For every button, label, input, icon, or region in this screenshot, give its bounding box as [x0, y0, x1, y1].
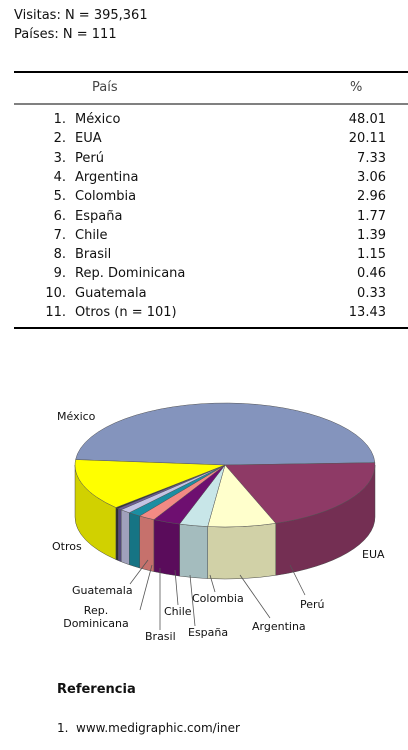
side-shade [207, 523, 276, 579]
side-shade [115, 507, 119, 561]
row-number: 7. [53, 227, 66, 243]
side-shade [129, 512, 140, 568]
slice [74, 459, 226, 508]
column-header: % [350, 80, 363, 95]
row-number: 11. [45, 305, 66, 320]
percent: 1.15 [357, 247, 386, 263]
side-shade [275, 465, 375, 576]
pie-label: Brasil [145, 630, 176, 643]
row-number: 1. [53, 112, 66, 127]
country: México [75, 112, 121, 127]
row-number: 10. [45, 285, 66, 301]
side-shade [118, 508, 122, 562]
slice [75, 402, 376, 466]
percent: 0.33 [357, 285, 386, 301]
column-header: País [92, 80, 118, 95]
side-shade [179, 524, 208, 579]
references-title: Referencia [57, 682, 136, 697]
pie-label: Guatemala [72, 584, 133, 597]
reference-number: 1. [57, 721, 69, 735]
leader-lines [129, 559, 306, 630]
side-shade [75, 465, 116, 560]
pie-label: Chile [164, 605, 192, 618]
row-number: 8. [53, 247, 66, 263]
slice [224, 462, 376, 524]
percent: 20.11 [348, 131, 386, 147]
pie-label: Argentina [252, 620, 306, 633]
country: EUA [75, 131, 102, 147]
pie [74, 402, 376, 580]
percent: 7.33 [357, 150, 386, 166]
percent: 2.96 [357, 189, 386, 205]
percent: 1.39 [357, 227, 386, 243]
row-number: 9. [53, 266, 66, 282]
country: Otros (n = 101) [75, 305, 177, 320]
visits: Visitas: N = 395,361 [14, 8, 148, 23]
row-number: 2. [53, 131, 66, 147]
reference-url: www.medigraphic.com/iner [76, 721, 240, 735]
country: España [75, 208, 123, 224]
country: Chile [75, 227, 108, 243]
country: Rep. Dominicana [75, 266, 186, 282]
percent: 1.77 [357, 208, 386, 224]
pie-label: Rep. Dominicana [63, 604, 129, 630]
country: Brasil [75, 247, 112, 263]
side-shade [121, 509, 130, 565]
country: Perú [75, 150, 104, 166]
country: Guatemala [75, 285, 147, 301]
pie-label: México [57, 410, 96, 423]
pie-label: España [188, 626, 229, 639]
percent: 48.01 [348, 112, 386, 127]
row-number: 3. [53, 150, 66, 166]
countries: Países: N = 111 [14, 27, 117, 42]
country: Argentina [75, 169, 139, 185]
row-number: 4. [53, 169, 66, 185]
percent: 13.43 [348, 305, 386, 320]
side-shade [139, 515, 154, 572]
country: Colombia [75, 189, 137, 205]
percent: 3.06 [357, 169, 386, 185]
side-shade [153, 519, 180, 577]
pie-label: Colombia [192, 592, 244, 605]
row-number: 6. [53, 208, 66, 224]
pie-label: Otros [52, 540, 82, 553]
pie-label: Perú [300, 598, 325, 611]
row-number: 5. [53, 189, 66, 205]
percent: 0.46 [357, 266, 386, 282]
pie-label: EUA [362, 548, 385, 561]
